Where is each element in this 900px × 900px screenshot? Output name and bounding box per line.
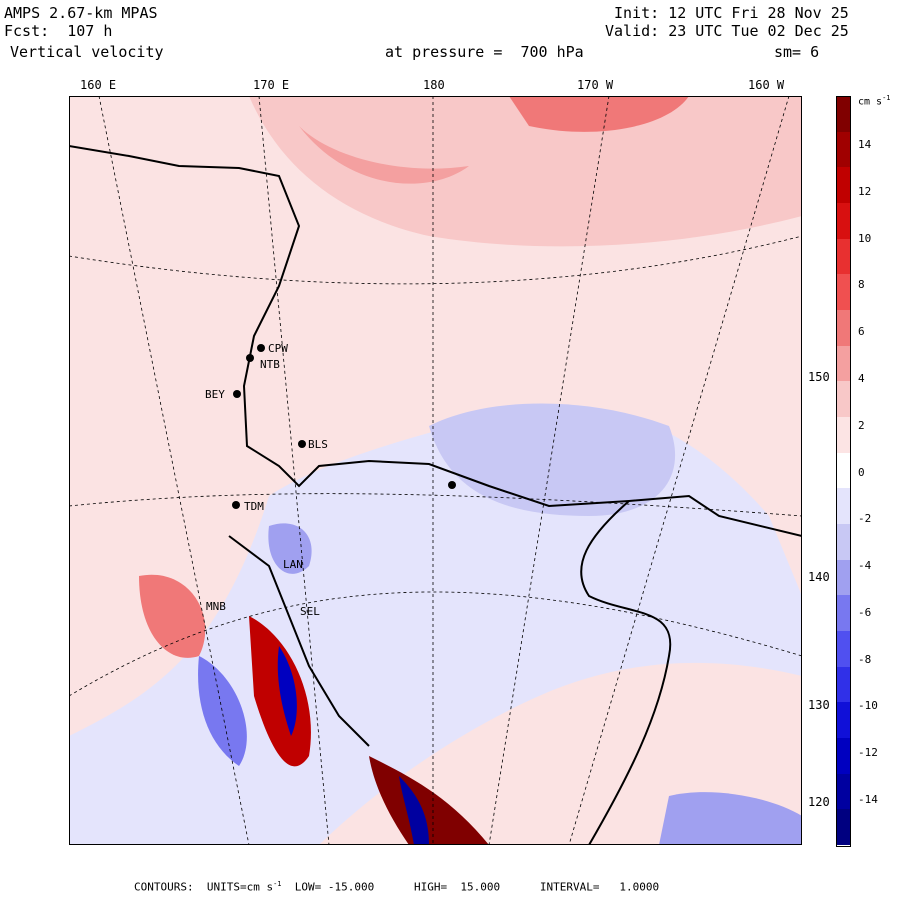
station-markers [232,344,456,509]
lon-label: 180 [423,78,445,92]
colorbar-segment [837,524,850,561]
colorbar-tick-label: 6 [858,325,865,339]
colorbar-segment [837,738,850,775]
colorbar-segment [837,167,850,204]
colorbar-segment [837,452,850,489]
subsidence-zone [429,403,676,516]
interval-value: INTERVAL= 1.0000 [539,880,660,894]
colorbar-segment [837,417,850,454]
colorbar-unit-exponent: -1 [882,94,891,102]
colorbar-tick-label: -8 [858,652,872,666]
grounding-line [580,500,672,845]
station-label: NTB [260,358,280,371]
colorbar-segment [837,595,850,632]
colorbar-segment [837,131,850,168]
colorbar-segment [837,631,850,668]
colorbar-segment [837,274,850,311]
station-dot [257,344,265,352]
colorbar-tick-label: 0 [858,465,865,479]
colorbar-tick-label: 14 [858,138,872,151]
lon-label: 170 W [577,78,614,92]
valid-time: Valid: 23 UTC Tue 02 Dec 25 [605,22,849,40]
station-dot [233,390,241,398]
units-label: UNITS=cm s [206,880,274,894]
strong-ascent-patch [509,96,689,132]
colorbar-tick-label: 2 [858,418,865,432]
contour-info: CONTOURS: UNITS=cm s-1 LOW= -15.000 HIGH… [134,880,659,894]
southeast-descent-patch [659,792,802,845]
units-exponent: -1 [273,880,282,888]
smoothing-value: sm= 6 [774,43,820,61]
station-label: CPW [268,342,288,355]
model-title: AMPS 2.67-km MPAS [4,4,158,22]
init-time: Init: 12 UTC Fri 28 Nov 25 [614,4,849,22]
station-dot [448,481,456,489]
map-frame [69,96,802,845]
colorbar-segment [837,488,850,525]
colorbar-tick-label: -10 [858,699,878,713]
colorbar-segment [837,238,850,275]
station-label: MNB [206,600,226,613]
field-name: Vertical velocity [10,43,164,61]
colorbar-segment [837,203,850,240]
colorbar-tick-label: -12 [858,746,878,760]
colorbar-tick-label: -4 [858,559,872,573]
colorbar-unit-text: cm s [858,96,883,108]
graticule [69,96,802,845]
colorbar-tick-label: 8 [858,278,865,292]
downdraft-patch [268,523,312,574]
colorbar-tick-label: -6 [858,605,872,619]
colorbar-tick-label: 12 [858,184,872,198]
station-label: BEY [205,388,225,401]
colorbar-segment [837,666,850,703]
colorbar-segment [837,345,850,382]
colorbar-segment [837,96,850,133]
colorbar-tick-label: 10 [858,231,872,245]
lon-label: 160 E [80,78,117,92]
colorbar-segment [837,809,850,846]
ascent-patch [299,126,469,184]
colorbar-segment [837,381,850,418]
station-dot [246,354,254,362]
station-dot [232,501,240,509]
colorbar-tick-label: 4 [858,371,865,385]
colorbar-unit: cm s-1 [858,94,891,107]
station-label: LAN [283,558,303,571]
strong-descent-core [277,646,297,736]
colorbar-frame [836,96,851,847]
low-value: LOW= -15.000 [294,880,375,894]
forecast-hour: Fcst: 107 h [4,22,113,40]
vertical-velocity-map [69,96,802,845]
colorbar-tick-label: -14 [858,793,878,806]
high-value: HIGH= 15.000 [414,880,501,894]
station-label: SEL [300,605,320,618]
western-descent-patch [198,656,247,766]
pressure-level: at pressure = 700 hPa [385,43,584,61]
station-dot [298,440,306,448]
lon-label: 160 W [748,78,785,92]
colorbar-segment [837,310,850,347]
lon-label: 170 E [253,78,290,92]
contours-label: CONTOURS: [134,880,194,894]
upper-ascent-band [249,96,802,247]
terrain-descent-core [399,776,429,845]
ross-ice-shelf-region [69,404,802,845]
terrain-ascent-core [369,756,489,845]
colorbar-segment [837,559,850,596]
station-label: BLS [308,438,328,451]
colorbar-segment [837,773,850,810]
colorbar-tick-label: -2 [858,512,872,526]
colorbar-segment [837,702,850,739]
transantarctic-coast [228,535,370,747]
station-label: TDM [244,500,264,513]
